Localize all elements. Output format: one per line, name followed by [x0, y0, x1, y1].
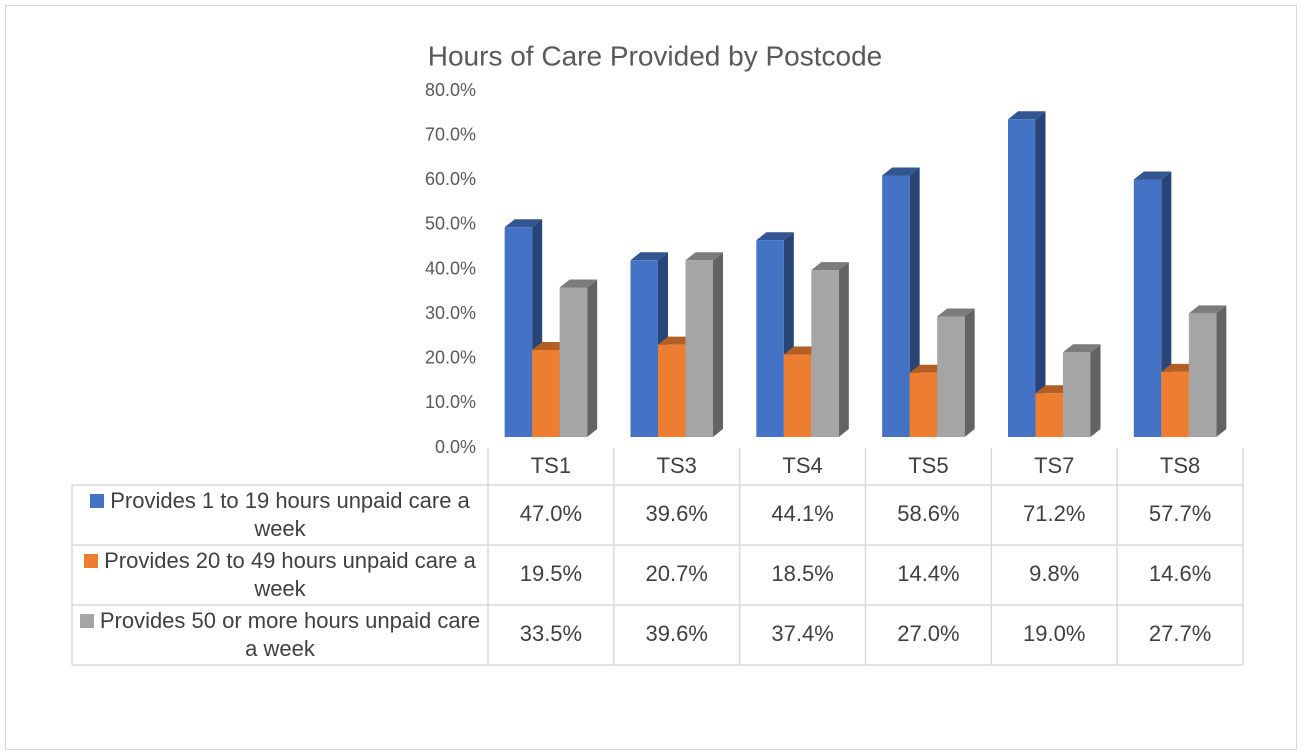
table-value: 18.5%: [771, 561, 833, 586]
table-value: 19.5%: [520, 561, 582, 586]
table-value: 27.7%: [1149, 621, 1211, 646]
x-tick-label: TS7: [1034, 453, 1074, 478]
bar: [1161, 371, 1189, 437]
bar: [811, 270, 839, 437]
legend-label: Provides 50 or more hours unpaid care a …: [99, 608, 481, 661]
table-value: 14.4%: [897, 561, 959, 586]
x-tick-label: TS5: [908, 453, 948, 478]
table-value: 47.0%: [520, 501, 582, 526]
legend-entry: Provides 50 or more hours unpaid care a …: [76, 607, 484, 663]
table-value: 44.1%: [771, 501, 833, 526]
bar-top: [1008, 111, 1046, 120]
bar: [882, 175, 910, 437]
bar: [658, 344, 686, 437]
chart-border: [5, 5, 1297, 750]
bar: [1063, 352, 1091, 437]
y-tick-label: 50.0%: [425, 214, 476, 234]
y-tick-label: 30.0%: [425, 303, 476, 323]
bar-top: [685, 252, 723, 261]
bar: [630, 260, 658, 437]
table-value: 14.6%: [1149, 561, 1211, 586]
bar: [559, 287, 588, 437]
bar-top: [937, 308, 975, 317]
bar: [1133, 179, 1162, 438]
bar-top: [1063, 344, 1101, 353]
bar-top: [559, 279, 598, 288]
bar-top: [504, 219, 543, 228]
bar: [937, 316, 965, 437]
bar-side: [1035, 111, 1046, 438]
legend-swatch: [79, 614, 94, 628]
table-value: 9.8%: [1029, 561, 1079, 586]
legend-label: Provides 1 to 19 hours unpaid care a wee…: [110, 488, 470, 541]
table-value: 37.4%: [771, 621, 833, 646]
table-value: 20.7%: [646, 561, 708, 586]
bar: [1188, 313, 1217, 437]
bar: [504, 227, 533, 437]
bar-top: [1133, 171, 1172, 180]
table-value: 33.5%: [520, 621, 582, 646]
bar-side: [838, 262, 849, 437]
bar-top: [1188, 305, 1227, 314]
table-value: 39.6%: [646, 501, 708, 526]
bar-top: [630, 252, 668, 261]
y-tick-label: 0.0%: [435, 437, 476, 457]
bar: [909, 372, 938, 437]
table-value: 19.0%: [1023, 621, 1085, 646]
table-value: 27.0%: [897, 621, 959, 646]
table-value: 39.6%: [646, 621, 708, 646]
legend-label: Provides 20 to 49 hours unpaid care a we…: [104, 548, 476, 601]
y-tick-label: 80.0%: [425, 80, 476, 100]
x-tick-label: TS4: [782, 453, 822, 478]
y-tick-label: 60.0%: [425, 169, 476, 189]
bar: [1035, 393, 1063, 437]
bar-top: [811, 262, 849, 271]
table-value: 58.6%: [897, 501, 959, 526]
chart-title: Hours of Care Provided by Postcode: [428, 40, 882, 71]
bar: [685, 260, 713, 437]
y-tick-label: 70.0%: [425, 124, 476, 144]
bar-side: [1216, 305, 1227, 437]
table-value: 71.2%: [1023, 501, 1085, 526]
table-value: 57.7%: [1149, 501, 1211, 526]
x-tick-label: TS8: [1160, 453, 1200, 478]
legend-swatch: [90, 494, 105, 508]
legend-entry: Provides 1 to 19 hours unpaid care a wee…: [76, 487, 484, 543]
y-tick-label: 20.0%: [425, 348, 476, 368]
x-tick-label: TS1: [531, 453, 571, 478]
bar: [756, 240, 784, 437]
bar: [532, 349, 560, 437]
bar-top: [882, 167, 920, 176]
y-tick-label: 10.0%: [425, 392, 476, 412]
bar-side: [1090, 344, 1101, 437]
bar-top: [756, 232, 794, 241]
bar: [1008, 119, 1036, 438]
legend-entry: Provides 20 to 49 hours unpaid care a we…: [76, 547, 484, 603]
x-tick-label: TS3: [657, 453, 697, 478]
y-tick-label: 40.0%: [425, 258, 476, 278]
bar-side: [587, 279, 598, 437]
bar-side: [964, 308, 975, 437]
bar-side: [713, 252, 723, 437]
bar: [783, 354, 812, 437]
legend-swatch: [84, 554, 99, 568]
